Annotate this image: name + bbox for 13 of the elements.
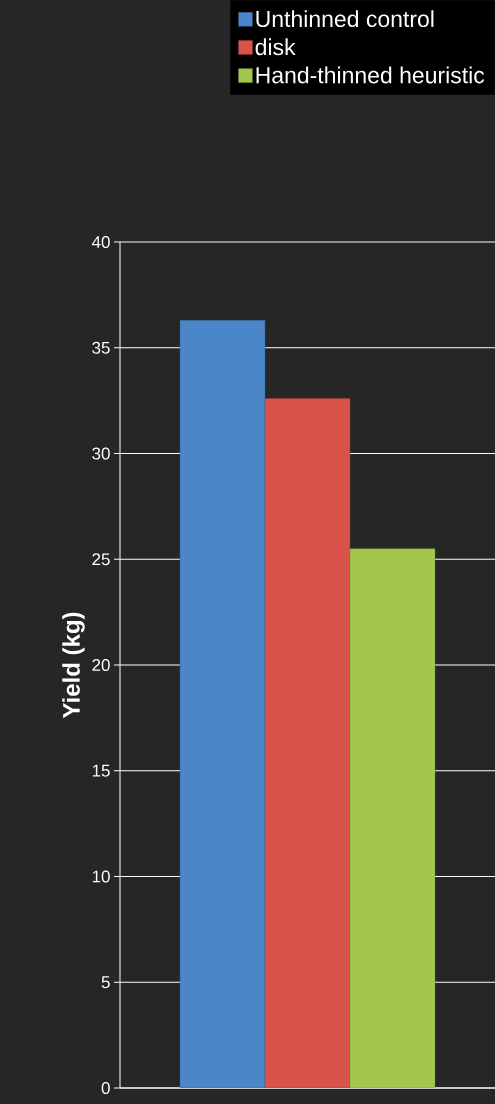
y-tick-label: 5 (101, 976, 110, 989)
y-tick-label: 25 (92, 553, 110, 566)
y-tick-label: 0 (101, 1081, 110, 1095)
y-tick-label: 20 (92, 658, 110, 672)
legend-label: Hand-thinned heuristic (256, 66, 485, 84)
y-tick-label: 40 (91, 235, 110, 249)
y-tick-label: 35 (92, 341, 110, 354)
legend-label: disk (255, 38, 296, 56)
y-tick-label: 15 (92, 764, 110, 777)
y-tick-label: 10 (92, 870, 110, 883)
y-tick-label: 30 (92, 447, 110, 460)
y-axis-title: Yield (kg) (62, 612, 85, 719)
legend-label: Unthinned control (256, 10, 434, 28)
